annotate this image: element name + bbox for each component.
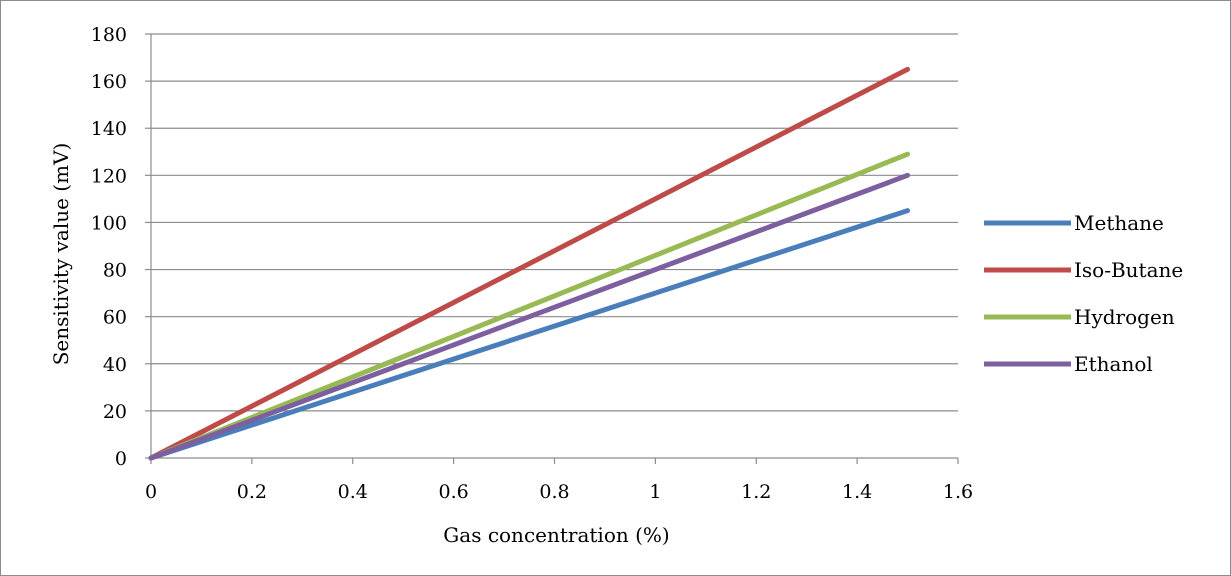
y-tick-label: 140 xyxy=(91,118,127,140)
series-line-ethanol xyxy=(148,172,911,461)
x-axis-title: Gas concentration (%) xyxy=(443,523,669,547)
x-tick-label: 0.2 xyxy=(237,481,267,503)
x-tick-label: 1.6 xyxy=(943,481,973,503)
y-tick-label: 160 xyxy=(91,71,127,93)
legend-label: Ethanol xyxy=(1074,352,1153,376)
legend-item-ethanol[interactable]: Ethanol xyxy=(984,352,1153,376)
y-tick-label: 180 xyxy=(91,24,127,46)
legend-label: Hydrogen xyxy=(1074,305,1175,329)
series-lines xyxy=(148,66,911,461)
axes: 0 20 40 60 80 100 120 140 160 180 0 0.2 0.4 0.6 0.8 1 1.… xyxy=(91,24,973,503)
y-tick-label: 80 xyxy=(103,260,127,282)
legend[interactable]: Methane Iso-Butane Hydrogen Ethanol xyxy=(984,211,1183,376)
y-tick-label: 100 xyxy=(91,212,127,234)
legend-item-methane[interactable]: Methane xyxy=(984,211,1164,235)
series-line-methane xyxy=(148,208,911,461)
x-tick-label: 0.8 xyxy=(539,481,569,503)
x-tick-label: 1 xyxy=(649,481,661,503)
y-tick-label: 20 xyxy=(103,401,127,423)
x-tick-label: 0.4 xyxy=(338,481,368,503)
series-line-iso-butane xyxy=(148,66,911,461)
y-tick-label: 0 xyxy=(115,448,127,470)
x-tick-label: 1.4 xyxy=(842,481,872,503)
y-tick-label: 40 xyxy=(103,354,127,376)
x-tick-label: 0 xyxy=(145,481,157,503)
y-axis-title: Sensitivity value (mV) xyxy=(49,143,73,366)
x-tick-label: 1.2 xyxy=(741,481,771,503)
x-tick-label: 0.6 xyxy=(439,481,469,503)
series-line-hydrogen xyxy=(148,151,911,461)
legend-label: Iso-Butane xyxy=(1074,258,1183,282)
legend-label: Methane xyxy=(1074,211,1164,235)
y-tick-label: 60 xyxy=(103,307,127,329)
gridlines xyxy=(151,33,958,412)
legend-item-hydrogen[interactable]: Hydrogen xyxy=(984,305,1175,329)
y-tick-label: 120 xyxy=(91,165,127,187)
legend-item-iso-butane[interactable]: Iso-Butane xyxy=(984,258,1183,282)
